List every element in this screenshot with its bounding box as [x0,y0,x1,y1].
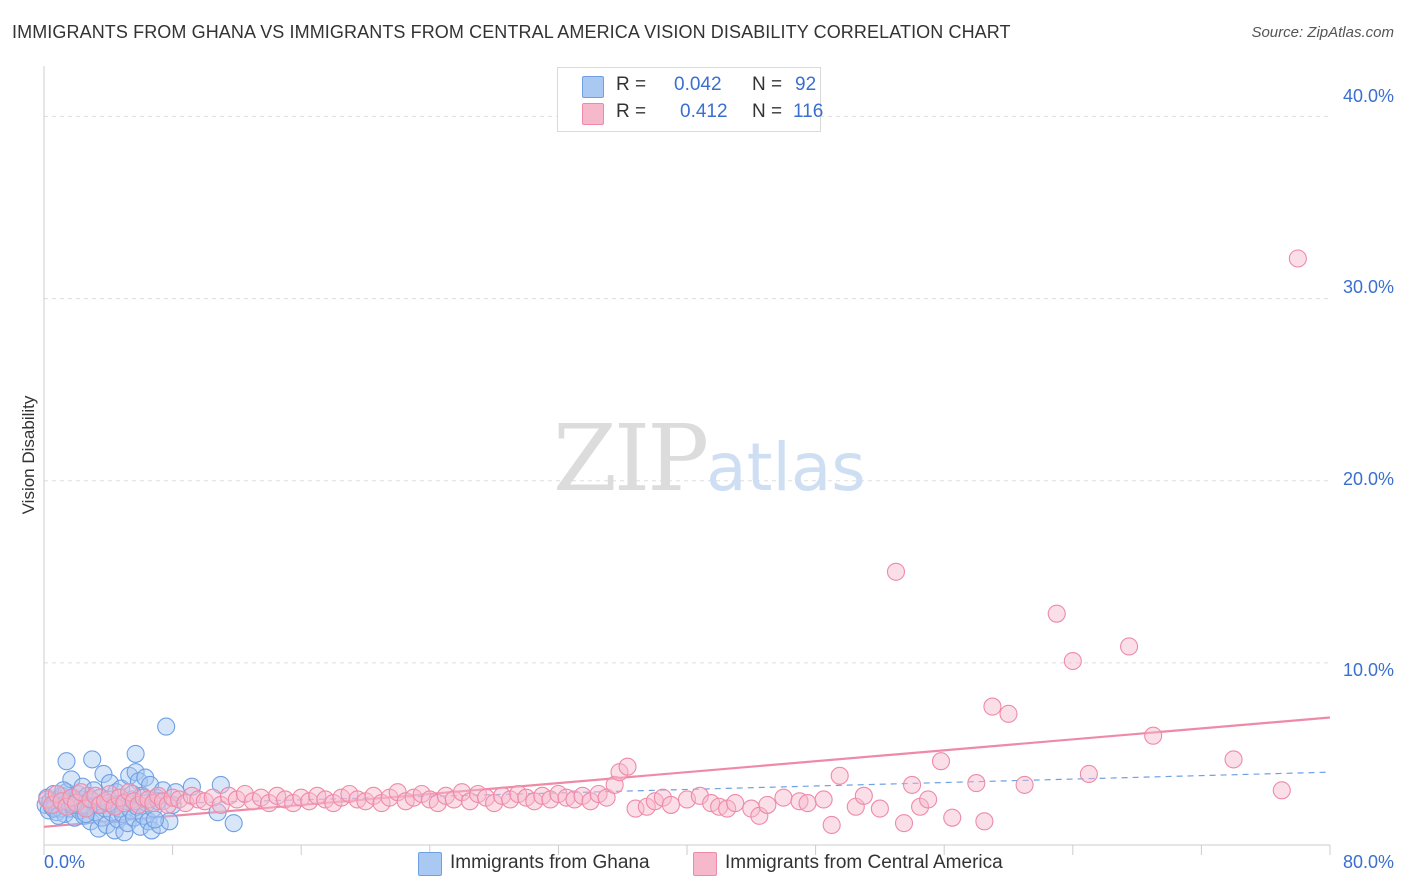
data-point-ghana [145,810,164,829]
watermark-zip: ZIP [553,405,709,512]
axes [43,66,1331,855]
legend-r-label: R = [616,101,647,122]
gridlines [44,115,1330,664]
data-point-central-america [1079,764,1098,784]
data-point-central-america [626,799,645,818]
series-central-america-points [38,249,1307,835]
data-point-central-america [38,790,57,809]
data-point-ghana [157,717,176,736]
legend-label-ghana: Immigrants from Ghana [450,852,650,873]
trend-line-central-america [43,716,1331,828]
legend-swatch-central-america [582,103,604,125]
data-point-central-america [661,795,680,814]
data-point-central-america [110,788,129,807]
data-point-central-america [149,786,168,805]
data-point-central-america [870,799,889,818]
data-point-central-america [983,697,1002,716]
data-point-central-america [1144,726,1163,745]
watermark: ZIPatlas [553,405,866,512]
legend-swatch-ghana [582,76,604,98]
data-point-central-america [42,795,62,814]
series-ghana-points [36,717,243,842]
legend-r-label: R = [616,74,647,95]
y-tick-label: 40.0% [1342,86,1394,106]
source-note: Source: ZipAtlas.com [1251,24,1394,41]
data-point-ghana [126,744,145,763]
chart-title: IMMIGRANTS FROM GHANA VS IMMIGRANTS FROM… [12,22,1011,42]
data-point-central-america [1047,604,1066,623]
data-point-ghana [150,815,169,835]
data-point-central-america [189,790,208,809]
legend-n-label: N = [752,101,783,122]
data-point-central-america [894,814,914,833]
data-point-central-america [67,794,86,813]
data-point-ghana [83,750,102,769]
data-point-central-america [902,775,922,794]
data-point-central-america [57,797,76,816]
data-point-central-america [76,799,95,818]
x-tick-label: 0.0% [44,852,86,872]
data-point-central-america [71,783,91,802]
legend-n-value: 92 [795,74,817,95]
legend-swatch-ghana [418,852,442,876]
data-point-ghana [224,814,243,833]
data-point-central-america [124,792,144,811]
data-point-central-america [999,704,1018,723]
x-tick-label: 80.0% [1342,852,1394,872]
data-point-central-america [1063,651,1082,671]
data-point-central-america [822,815,841,835]
data-point-central-america [774,788,793,807]
data-point-central-america [854,786,873,805]
legend-label-central-america: Immigrants from Central America [725,852,1003,873]
correlation-legend: R = 0.042 N = 92 R = 0.412 N = 116 [557,67,824,132]
legend-n-label: N = [752,74,783,95]
data-point-central-america [1288,249,1307,268]
data-point-central-america [153,792,173,811]
data-point-central-america [814,790,833,809]
data-point-central-america [81,790,100,809]
data-point-central-america [1272,781,1291,800]
data-point-central-america [943,808,962,827]
data-point-central-america [758,795,777,814]
data-point-central-america [690,786,709,805]
y-axis-label: Vision Disability [19,395,38,515]
data-point-central-america [62,788,81,807]
data-point-central-america [919,790,938,809]
data-point-central-america [975,812,994,831]
data-point-central-america [830,766,849,785]
data-point-central-america [967,774,986,793]
watermark-atlas: atlas [706,429,866,506]
legend-swatch-central-america [693,852,717,876]
data-point-central-america [618,757,637,776]
data-point-central-america [597,788,616,807]
data-point-central-america [1015,775,1034,794]
data-point-central-america [726,794,745,813]
data-point-central-america [1120,637,1139,656]
data-point-central-america [886,562,906,581]
data-point-ghana [100,774,119,793]
y-tick-label: 10.0% [1342,660,1394,680]
data-point-central-america [139,790,158,809]
data-point-central-america [105,797,124,816]
data-point-central-america [798,794,817,813]
data-point-ghana [57,752,76,771]
y-tick-label: 30.0% [1342,277,1394,297]
y-tick-label: 20.0% [1342,469,1394,489]
legend-r-value: 0.042 [674,74,722,95]
data-point-central-america [931,752,951,771]
trend-lines [43,716,1331,828]
data-point-central-america [1224,750,1243,769]
data-point-central-america [86,786,105,805]
legend-r-value: 0.412 [680,101,728,122]
legend-n-value: 116 [793,101,824,122]
data-point-central-america [52,792,71,811]
data-point-ghana [94,764,113,784]
trend-line-ghana [43,771,1331,808]
